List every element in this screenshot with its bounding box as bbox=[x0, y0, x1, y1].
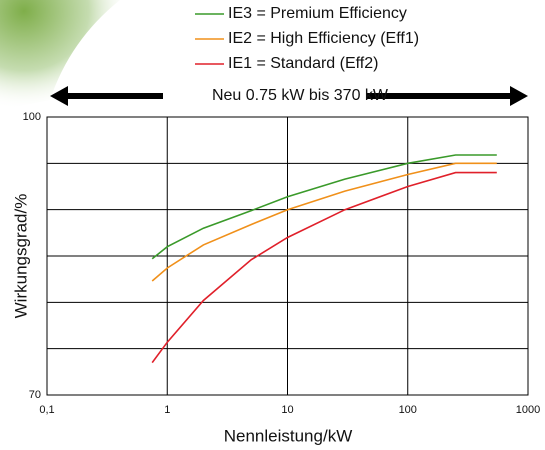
x-tick-label: 1 bbox=[164, 404, 170, 416]
series-line bbox=[152, 173, 497, 363]
y-tick-label: 70 bbox=[29, 389, 41, 401]
arrow-head bbox=[510, 86, 528, 106]
x-tick-label: 10 bbox=[281, 404, 293, 416]
y-axis-label: Wirkungsgrad/% bbox=[11, 194, 30, 319]
series-line bbox=[152, 163, 497, 281]
y-tick-label: 100 bbox=[23, 111, 41, 123]
legend-label: IE1 = Standard (Eff2) bbox=[228, 55, 378, 72]
chart: Nennleistung/kW Wirkungsgrad/% Neu 0.75 … bbox=[0, 0, 545, 450]
page: Nennleistung/kW Wirkungsgrad/% Neu 0.75 … bbox=[0, 0, 545, 450]
annotation: Neu 0.75 kW bis 370 kW bbox=[212, 87, 389, 104]
x-tick-label: 100 bbox=[399, 404, 417, 416]
x-tick-label: 1000 bbox=[516, 404, 540, 416]
legend-label: IE2 = High Efficiency (Eff1) bbox=[228, 30, 419, 47]
legend-label: IE3 = Premium Efficiency bbox=[228, 5, 407, 22]
series-line bbox=[152, 155, 497, 259]
x-tick-label: 0,1 bbox=[39, 404, 54, 416]
x-axis-label: Nennleistung/kW bbox=[224, 426, 353, 445]
